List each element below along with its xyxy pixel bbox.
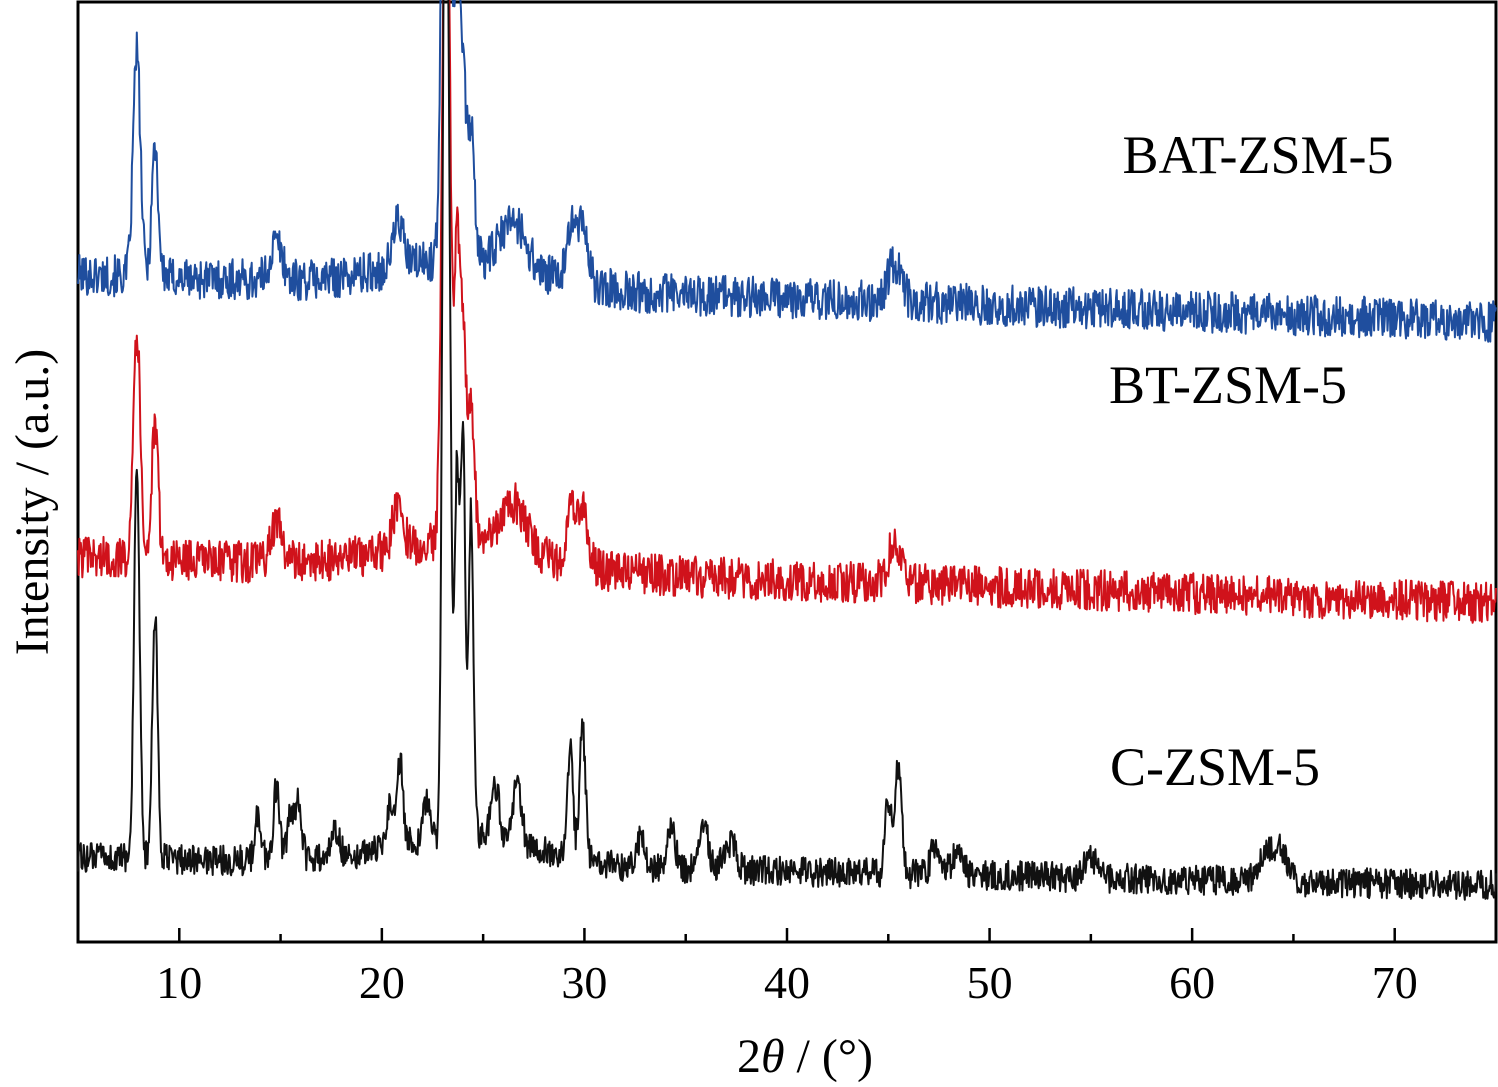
x-axis-title-prefix: 2 <box>737 1030 761 1083</box>
x-tick-label-40: 40 <box>764 957 810 1008</box>
series-label-bt-zsm-5: BT-ZSM-5 <box>1109 355 1347 415</box>
x-tick-label-50: 50 <box>967 957 1013 1008</box>
x-tick-label-20: 20 <box>359 957 405 1008</box>
series-line-bat-zsm-5 <box>77 0 1497 343</box>
series-line-bt-zsm-5 <box>77 0 1497 624</box>
series-label-c-zsm-5: C-ZSM-5 <box>1110 737 1320 797</box>
y-axis-title: Intensity / (a.u.) <box>6 349 59 656</box>
x-axis-title: 2θ / (°) <box>737 1030 873 1083</box>
x-axis-title-suffix: / (°) <box>785 1030 874 1083</box>
x-tick-label-60: 60 <box>1169 957 1215 1008</box>
x-axis-ticks <box>76 928 1498 942</box>
x-axis-tick-labels: 10 20 30 40 50 60 70 <box>156 957 1417 1008</box>
series-lines <box>77 0 1497 901</box>
x-axis-title-symbol: θ <box>761 1030 785 1083</box>
x-tick-label-10: 10 <box>156 957 202 1008</box>
x-tick-label-70: 70 <box>1372 957 1418 1008</box>
series-label-bat-zsm-5: BAT-ZSM-5 <box>1122 125 1393 185</box>
series-line-c-zsm-5 <box>77 0 1497 901</box>
x-tick-label-30: 30 <box>561 957 607 1008</box>
series-labels: BAT-ZSM-5 BT-ZSM-5 C-ZSM-5 <box>1109 125 1394 797</box>
